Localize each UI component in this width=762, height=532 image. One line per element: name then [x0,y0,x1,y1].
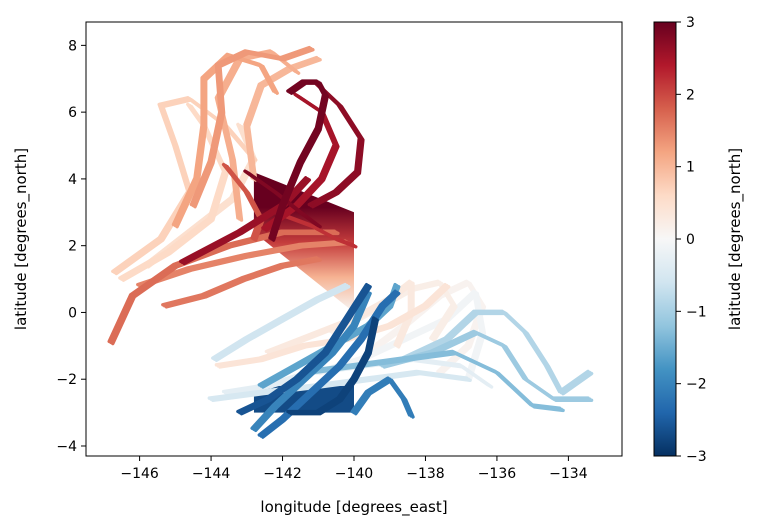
trajectory-line [271,81,329,242]
trajectory-line [261,291,401,439]
trajectory-line [252,290,370,431]
y-tick-label: 4 [68,172,77,188]
trajectory-line [211,282,347,360]
trajectory-layer [107,45,594,439]
x-tick-label: −134 [549,466,588,482]
y-axis-ticks: −4 −2 0 2 4 6 8 [56,38,86,455]
trajectory-line [236,282,369,414]
y-tick-label: 2 [68,239,77,255]
colorbar-tick-label: 0 [686,232,695,248]
y-tick-label: 6 [68,105,77,121]
trajectory-line [311,84,365,209]
trajectory-line [304,351,565,413]
trajectory-line [164,258,322,309]
colorbar-label: latitude [degrees_north] [726,148,745,330]
colorbar [653,21,677,457]
x-axis-ticks: −146 −144 −142 −140 −138 −136 −134 [120,456,588,482]
trajectory-line [246,58,322,182]
y-axis-label: latitude [degrees_north] [12,148,31,330]
y-tick-label: 8 [68,38,77,54]
trajectory-line [180,177,310,265]
trajectory-line [193,48,315,209]
x-tick-label: −136 [478,466,517,482]
trajectory-line [175,54,279,229]
x-tick-label: −144 [192,466,231,482]
trajectory-line [289,318,379,416]
trajectory-line [225,164,265,242]
trajectory-line [404,311,594,396]
y-tick-label: −2 [56,372,77,388]
colorbar-tick-label: 3 [686,15,695,31]
y-tick-label: −4 [56,439,77,455]
trajectory-line [275,211,358,249]
trajectory-line [246,171,322,229]
trajectory-line [182,178,311,266]
colorbar-tick-label: 1 [686,160,695,176]
trajectory-line [261,285,401,389]
trajectory-line [239,285,372,416]
y-tick-label: 0 [68,305,77,321]
x-axis-label: longitude [degrees_east] [260,498,447,517]
trajectory-line [253,291,372,433]
trajectory-line [259,290,399,438]
trajectory-line [179,176,308,264]
colorbar-ticks: −3 −2 −1 0 1 2 3 [676,15,707,465]
colorbar-tick-label: −1 [686,304,707,320]
colorbar-tick-label: −3 [686,449,707,465]
trajectory-line [111,231,340,346]
trajectory-line [211,371,472,402]
trajectory-line [354,378,415,419]
colorbar-tick-label: 2 [686,87,695,103]
x-tick-label: −140 [335,466,373,482]
colorbar-tick-label: −2 [686,377,707,393]
trajectory-line [139,241,351,289]
x-tick-label: −138 [406,466,444,482]
trajectory-line [212,284,349,361]
trajectory-line [257,289,397,437]
x-tick-label: −142 [263,466,301,482]
trajectory-line [214,285,351,362]
trajectory-line [237,284,370,415]
x-tick-label: −146 [120,466,159,482]
